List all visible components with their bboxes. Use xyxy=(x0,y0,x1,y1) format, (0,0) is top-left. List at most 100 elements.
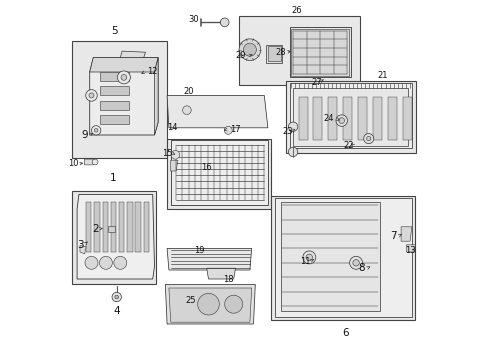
Bar xyxy=(101,72,129,81)
Circle shape xyxy=(302,251,315,264)
Circle shape xyxy=(335,115,347,126)
Text: 22: 22 xyxy=(343,141,353,150)
Polygon shape xyxy=(165,284,255,324)
Bar xyxy=(101,115,129,124)
Bar xyxy=(267,46,280,61)
Bar xyxy=(313,97,322,140)
Circle shape xyxy=(352,260,359,266)
Text: 27: 27 xyxy=(310,78,321,87)
Circle shape xyxy=(182,106,191,114)
Circle shape xyxy=(85,90,97,101)
Bar xyxy=(265,45,282,63)
Text: 4: 4 xyxy=(113,306,120,316)
Bar xyxy=(101,101,129,110)
Polygon shape xyxy=(400,227,411,241)
Text: 26: 26 xyxy=(291,6,302,15)
Circle shape xyxy=(171,150,179,159)
Polygon shape xyxy=(86,202,91,252)
Bar xyxy=(387,97,396,140)
Circle shape xyxy=(338,118,344,123)
Circle shape xyxy=(224,295,242,313)
Bar xyxy=(291,29,348,76)
Text: 6: 6 xyxy=(341,328,348,338)
Text: 2: 2 xyxy=(92,224,98,234)
Polygon shape xyxy=(127,202,132,252)
Circle shape xyxy=(121,75,126,80)
Text: 25: 25 xyxy=(185,296,195,305)
Text: 29: 29 xyxy=(235,51,245,60)
Bar xyxy=(285,81,415,153)
Circle shape xyxy=(94,129,98,132)
Polygon shape xyxy=(167,95,267,128)
Polygon shape xyxy=(80,246,86,254)
Text: 10: 10 xyxy=(68,159,79,168)
Circle shape xyxy=(85,256,98,269)
Circle shape xyxy=(197,293,219,315)
Polygon shape xyxy=(89,58,158,135)
Text: 14: 14 xyxy=(167,123,177,132)
Text: 18: 18 xyxy=(223,274,233,284)
Text: 1: 1 xyxy=(110,173,116,183)
Polygon shape xyxy=(170,160,178,171)
Bar xyxy=(372,97,381,140)
Circle shape xyxy=(366,136,370,141)
Circle shape xyxy=(89,93,94,98)
Bar xyxy=(167,139,271,209)
Bar xyxy=(357,97,366,140)
Bar xyxy=(101,86,129,95)
Bar xyxy=(271,196,415,320)
Circle shape xyxy=(363,134,373,144)
Polygon shape xyxy=(206,268,235,279)
Circle shape xyxy=(288,122,297,131)
Polygon shape xyxy=(143,202,149,252)
Text: 17: 17 xyxy=(230,125,240,134)
Polygon shape xyxy=(120,51,145,58)
Text: 13: 13 xyxy=(404,246,415,255)
Polygon shape xyxy=(89,58,158,72)
Circle shape xyxy=(99,256,112,269)
Circle shape xyxy=(224,126,232,134)
Polygon shape xyxy=(84,159,95,165)
Text: 21: 21 xyxy=(377,71,387,80)
Polygon shape xyxy=(94,202,100,252)
Bar xyxy=(289,27,350,77)
Circle shape xyxy=(305,254,312,261)
Circle shape xyxy=(349,256,362,269)
Text: 15: 15 xyxy=(162,149,172,158)
Text: 8: 8 xyxy=(357,263,364,273)
Circle shape xyxy=(239,39,260,60)
Circle shape xyxy=(91,126,101,135)
Polygon shape xyxy=(292,88,407,146)
Text: 24: 24 xyxy=(323,114,334,123)
Text: 12: 12 xyxy=(147,68,158,77)
Text: 19: 19 xyxy=(194,246,204,255)
Bar xyxy=(343,97,351,140)
Text: 5: 5 xyxy=(111,26,118,36)
Circle shape xyxy=(220,18,228,27)
Circle shape xyxy=(92,159,98,165)
Polygon shape xyxy=(135,202,141,252)
Bar xyxy=(298,97,307,140)
Polygon shape xyxy=(77,194,154,279)
Circle shape xyxy=(243,43,256,56)
Bar xyxy=(72,191,156,284)
Circle shape xyxy=(288,147,297,157)
Text: 3: 3 xyxy=(77,240,84,250)
Bar xyxy=(327,97,337,140)
Text: 16: 16 xyxy=(201,163,212,172)
Circle shape xyxy=(114,256,126,269)
Circle shape xyxy=(112,292,121,302)
Polygon shape xyxy=(102,202,108,252)
Text: 30: 30 xyxy=(188,15,199,24)
Polygon shape xyxy=(275,198,411,317)
Text: 9: 9 xyxy=(81,130,87,140)
Bar xyxy=(402,97,411,140)
Bar xyxy=(72,41,167,158)
Polygon shape xyxy=(168,288,251,322)
Polygon shape xyxy=(167,248,251,270)
Text: 11: 11 xyxy=(300,256,310,265)
Circle shape xyxy=(117,71,130,84)
Text: 23: 23 xyxy=(282,127,292,136)
Circle shape xyxy=(115,295,118,299)
Text: 28: 28 xyxy=(275,48,285,57)
